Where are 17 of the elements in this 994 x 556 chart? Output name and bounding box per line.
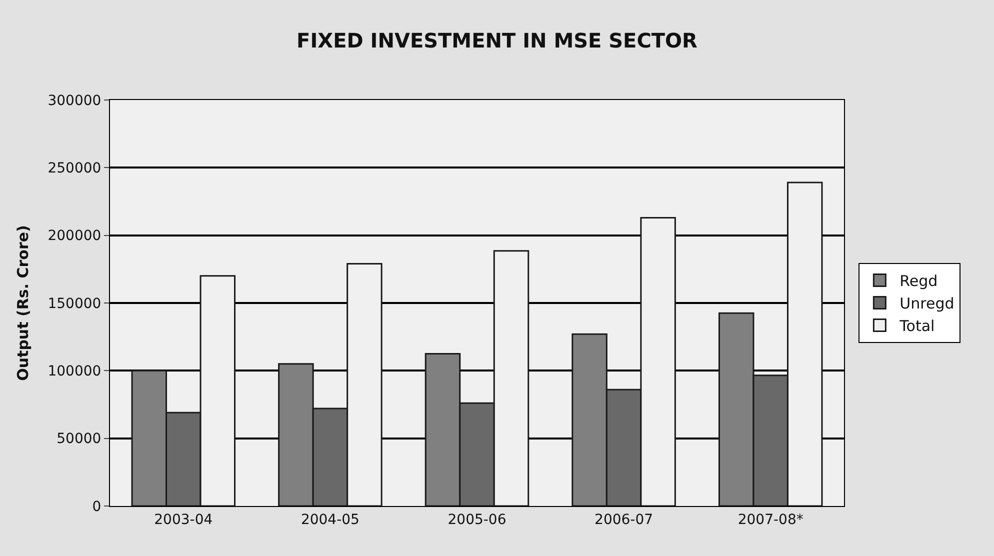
- legend-label: Regd: [900, 272, 938, 290]
- y-axis-title: Output (Rs. Crore): [14, 225, 32, 381]
- y-tick-label: 200000: [48, 228, 102, 244]
- x-tick-label: 2003-04: [154, 512, 213, 528]
- x-tick-label: 2006-07: [594, 512, 654, 528]
- y-tick-label: 250000: [48, 160, 102, 177]
- y-tick-label: 300000: [48, 92, 102, 109]
- chart-title: FIXED INVESTMENT IN MSE SECTOR: [296, 28, 698, 52]
- y-tick-label: 100000: [48, 364, 102, 380]
- x-tick-label: 2004-05: [300, 512, 360, 528]
- y-tick-label: 50000: [56, 431, 102, 448]
- y-tick-label: 150000: [48, 296, 102, 312]
- x-tick-label: 2007-08*: [738, 512, 804, 528]
- legend-label: Unregd: [900, 294, 954, 313]
- x-tick-label: 2005-06: [448, 512, 506, 528]
- y-tick-label: 0: [92, 498, 102, 515]
- legend-label: Total: [898, 317, 935, 336]
